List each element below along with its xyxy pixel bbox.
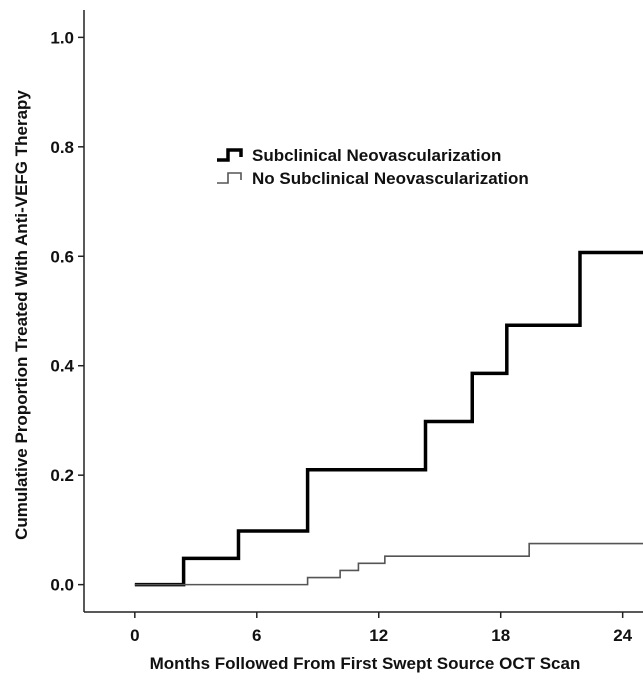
y-tick-label: 0.4 <box>50 357 74 376</box>
legend-swatch <box>217 148 243 162</box>
x-tick-label: 0 <box>130 626 139 645</box>
x-tick-label: 6 <box>252 626 261 645</box>
chart-legend: Subclinical Neovascularization No Subclin… <box>217 146 529 188</box>
legend-label: No Subclinical Neovascularization <box>252 169 529 188</box>
series-line-subclinical <box>134 250 643 587</box>
x-tick-label: 24 <box>613 626 632 645</box>
x-axis-title: Months Followed From First Swept Source … <box>150 654 581 673</box>
y-tick-label: 0.2 <box>50 466 74 485</box>
legend-label: Subclinical Neovascularization <box>252 146 501 165</box>
y-tick-label: 0.8 <box>50 138 74 157</box>
chart-series <box>134 250 643 587</box>
x-tick-label: 18 <box>491 626 510 645</box>
series-line-no-subclinical <box>134 542 643 586</box>
y-tick-label: 0.0 <box>50 576 74 595</box>
y-tick-label: 0.6 <box>50 247 74 266</box>
chart-axes: 0.0 0.2 0.4 0.6 0.8 1.0 0 6 12 18 24 <box>50 10 643 645</box>
y-axis-title: Cumulative Proportion Treated With Anti-… <box>12 90 31 540</box>
y-tick-label: 1.0 <box>50 28 74 47</box>
x-tick-label: 12 <box>369 626 388 645</box>
legend-swatch <box>217 172 242 184</box>
